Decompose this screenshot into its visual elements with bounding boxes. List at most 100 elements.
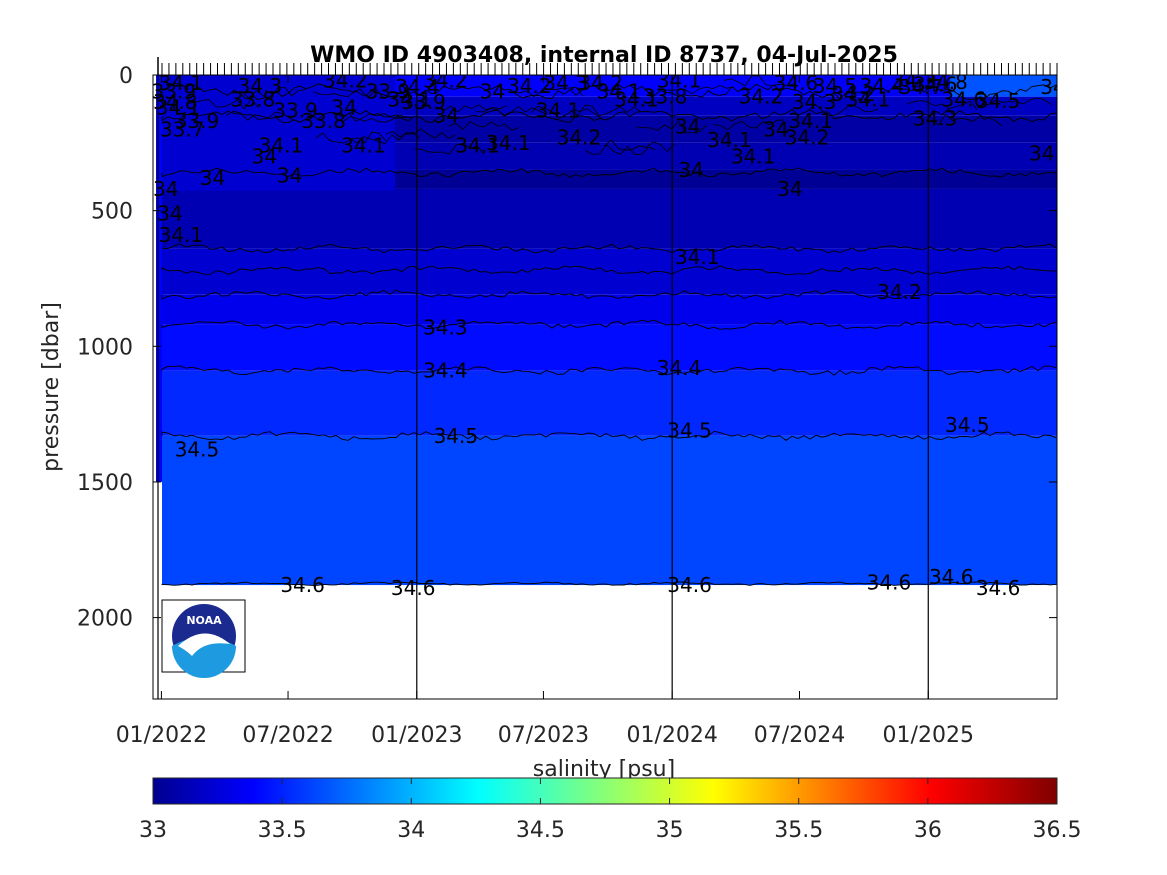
colorbar-tick-label: 36 <box>914 818 942 843</box>
noaa-logo-text: NOAA <box>186 614 222 627</box>
colorbar-tick-label: 34 <box>397 818 425 843</box>
contour-34.4 <box>161 365 1057 376</box>
surface-contour-segment <box>315 131 387 144</box>
x-tick-label: 01/2024 <box>626 723 717 748</box>
surface-contour-segment <box>570 104 642 117</box>
surface-contour-segment <box>385 128 456 139</box>
x-tick-label: 07/2022 <box>242 723 333 748</box>
chart-title: WMO ID 4903408, internal ID 8737, 04-Jul… <box>310 43 898 68</box>
contour-label: 34.1 <box>707 128 752 152</box>
y-tick-label: 2000 <box>77 607 133 632</box>
contour-label: 34.6 <box>667 573 712 597</box>
surface-contour-segment <box>414 143 485 155</box>
surface-contour-segment <box>436 104 507 113</box>
contour-label: 34.1 <box>675 245 720 269</box>
contour-label: 34 <box>675 115 700 139</box>
contour-label: 34.3 <box>423 315 468 339</box>
surface-contour-segment <box>931 113 1002 126</box>
colorbar-tick-label: 35 <box>656 818 684 843</box>
contour-lines <box>161 82 1057 586</box>
surface-contour-segment <box>235 86 306 100</box>
contour-label: 34.1 <box>486 131 531 155</box>
surface-contour-segment <box>604 139 675 153</box>
contour-label: 34.3 <box>892 68 937 92</box>
contour-label: 34.8 <box>153 90 198 114</box>
contour-label: 34 <box>157 201 182 225</box>
contour-label: 34.1 <box>614 87 659 111</box>
contour-label: 34.3 <box>792 90 837 114</box>
surface-contour-segment <box>226 110 297 122</box>
x-tick-label: 01/2023 <box>371 723 462 748</box>
contour-label: 34.4 <box>860 74 905 98</box>
contour-label: 34.5 <box>667 418 712 442</box>
colorbar-ticks: 33 33.5 34 34.5 35 35.5 36 36.5 <box>139 778 1081 843</box>
colorbar-tick-label: 36.5 <box>1033 818 1082 843</box>
salinity-band <box>162 188 1057 249</box>
contour-label: 34.4 <box>395 75 440 99</box>
salinity-band <box>162 370 1057 436</box>
contour-label: 34 <box>434 104 459 128</box>
y-tick-label: 500 <box>91 200 133 225</box>
x-tick-label: 07/2024 <box>754 723 845 748</box>
colorbar-gradient <box>152 777 1058 805</box>
contour-label: 34 <box>763 117 788 141</box>
contour-label: 34.1 <box>536 98 581 122</box>
contour-label: 34.1 <box>159 223 204 247</box>
contour-34.5 <box>161 430 1057 441</box>
contour-34.2 <box>161 289 1057 300</box>
profile-ticks <box>157 57 1058 75</box>
contour-label: 34.8 <box>1040 75 1085 99</box>
contour-label: 34.2 <box>423 68 468 92</box>
contour-label: 34.2 <box>557 125 602 149</box>
contour-34 <box>161 167 1057 178</box>
y-axis: 0 500 1000 1500 2000 <box>77 64 1057 632</box>
contour-34.3 <box>161 319 1057 330</box>
contour-label: 34.6 <box>774 71 819 95</box>
contour-label: 34.2 <box>1029 142 1074 166</box>
surface-contour-segment <box>724 75 795 87</box>
x-axis: 01/2022 07/2022 01/2023 07/2023 01/2024 07/20… <box>116 75 974 748</box>
contour-label: 34 <box>200 166 225 190</box>
contour-label: 34 <box>331 96 356 120</box>
surface-contour-clutter <box>188 75 1052 155</box>
contour-label: 34.6 <box>929 565 974 589</box>
surface-contour-segment <box>530 105 602 119</box>
contour-34.1 <box>161 243 1057 254</box>
surface-contour-segment <box>512 86 584 98</box>
contour-label: 34 <box>252 144 277 168</box>
contour-34.1 <box>161 265 1057 276</box>
first-profile-edge <box>156 75 162 482</box>
contour-label: 33.9 <box>401 90 446 114</box>
contour-label: 34.1 <box>387 87 432 111</box>
axes-frame <box>152 74 1058 700</box>
surface-contour-segment <box>336 114 407 123</box>
contour-label: 33.9 <box>366 79 411 103</box>
contour-label: 34.2 <box>507 74 552 98</box>
contour-label: 34.1 <box>731 144 776 168</box>
contour-label: 34.1 <box>159 71 204 95</box>
contour-label: 34 <box>678 158 703 182</box>
contour-label: 33.7 <box>160 117 205 141</box>
contour-label: 34.4 <box>423 359 468 383</box>
contour-label: 34 <box>153 177 178 201</box>
contour-label: 33.8 <box>643 85 688 109</box>
colorbar-tick-label: 34.5 <box>516 818 565 843</box>
contour-label: 34.1 <box>156 96 201 120</box>
contour-label: 34.3 <box>913 106 958 130</box>
surface-contour-segment <box>713 119 784 131</box>
contour-label: 34.1 <box>597 79 642 103</box>
y-tick-label: 1500 <box>77 471 133 496</box>
contour-label: 33.9 <box>175 109 220 133</box>
contour-label: 33.9 <box>273 98 318 122</box>
salinity-fill <box>156 75 1057 586</box>
contour-label: 34.8 <box>923 70 968 94</box>
contour-label: 34.2 <box>831 82 876 106</box>
surface-contour-segment <box>349 132 421 145</box>
contour-label: 33.9 <box>152 79 197 103</box>
contour-label: 34.6 <box>867 570 912 594</box>
contour-label: 34.2 <box>877 280 922 304</box>
x-tick-label: 01/2022 <box>116 723 207 748</box>
x-tick-label: 07/2023 <box>498 723 589 748</box>
